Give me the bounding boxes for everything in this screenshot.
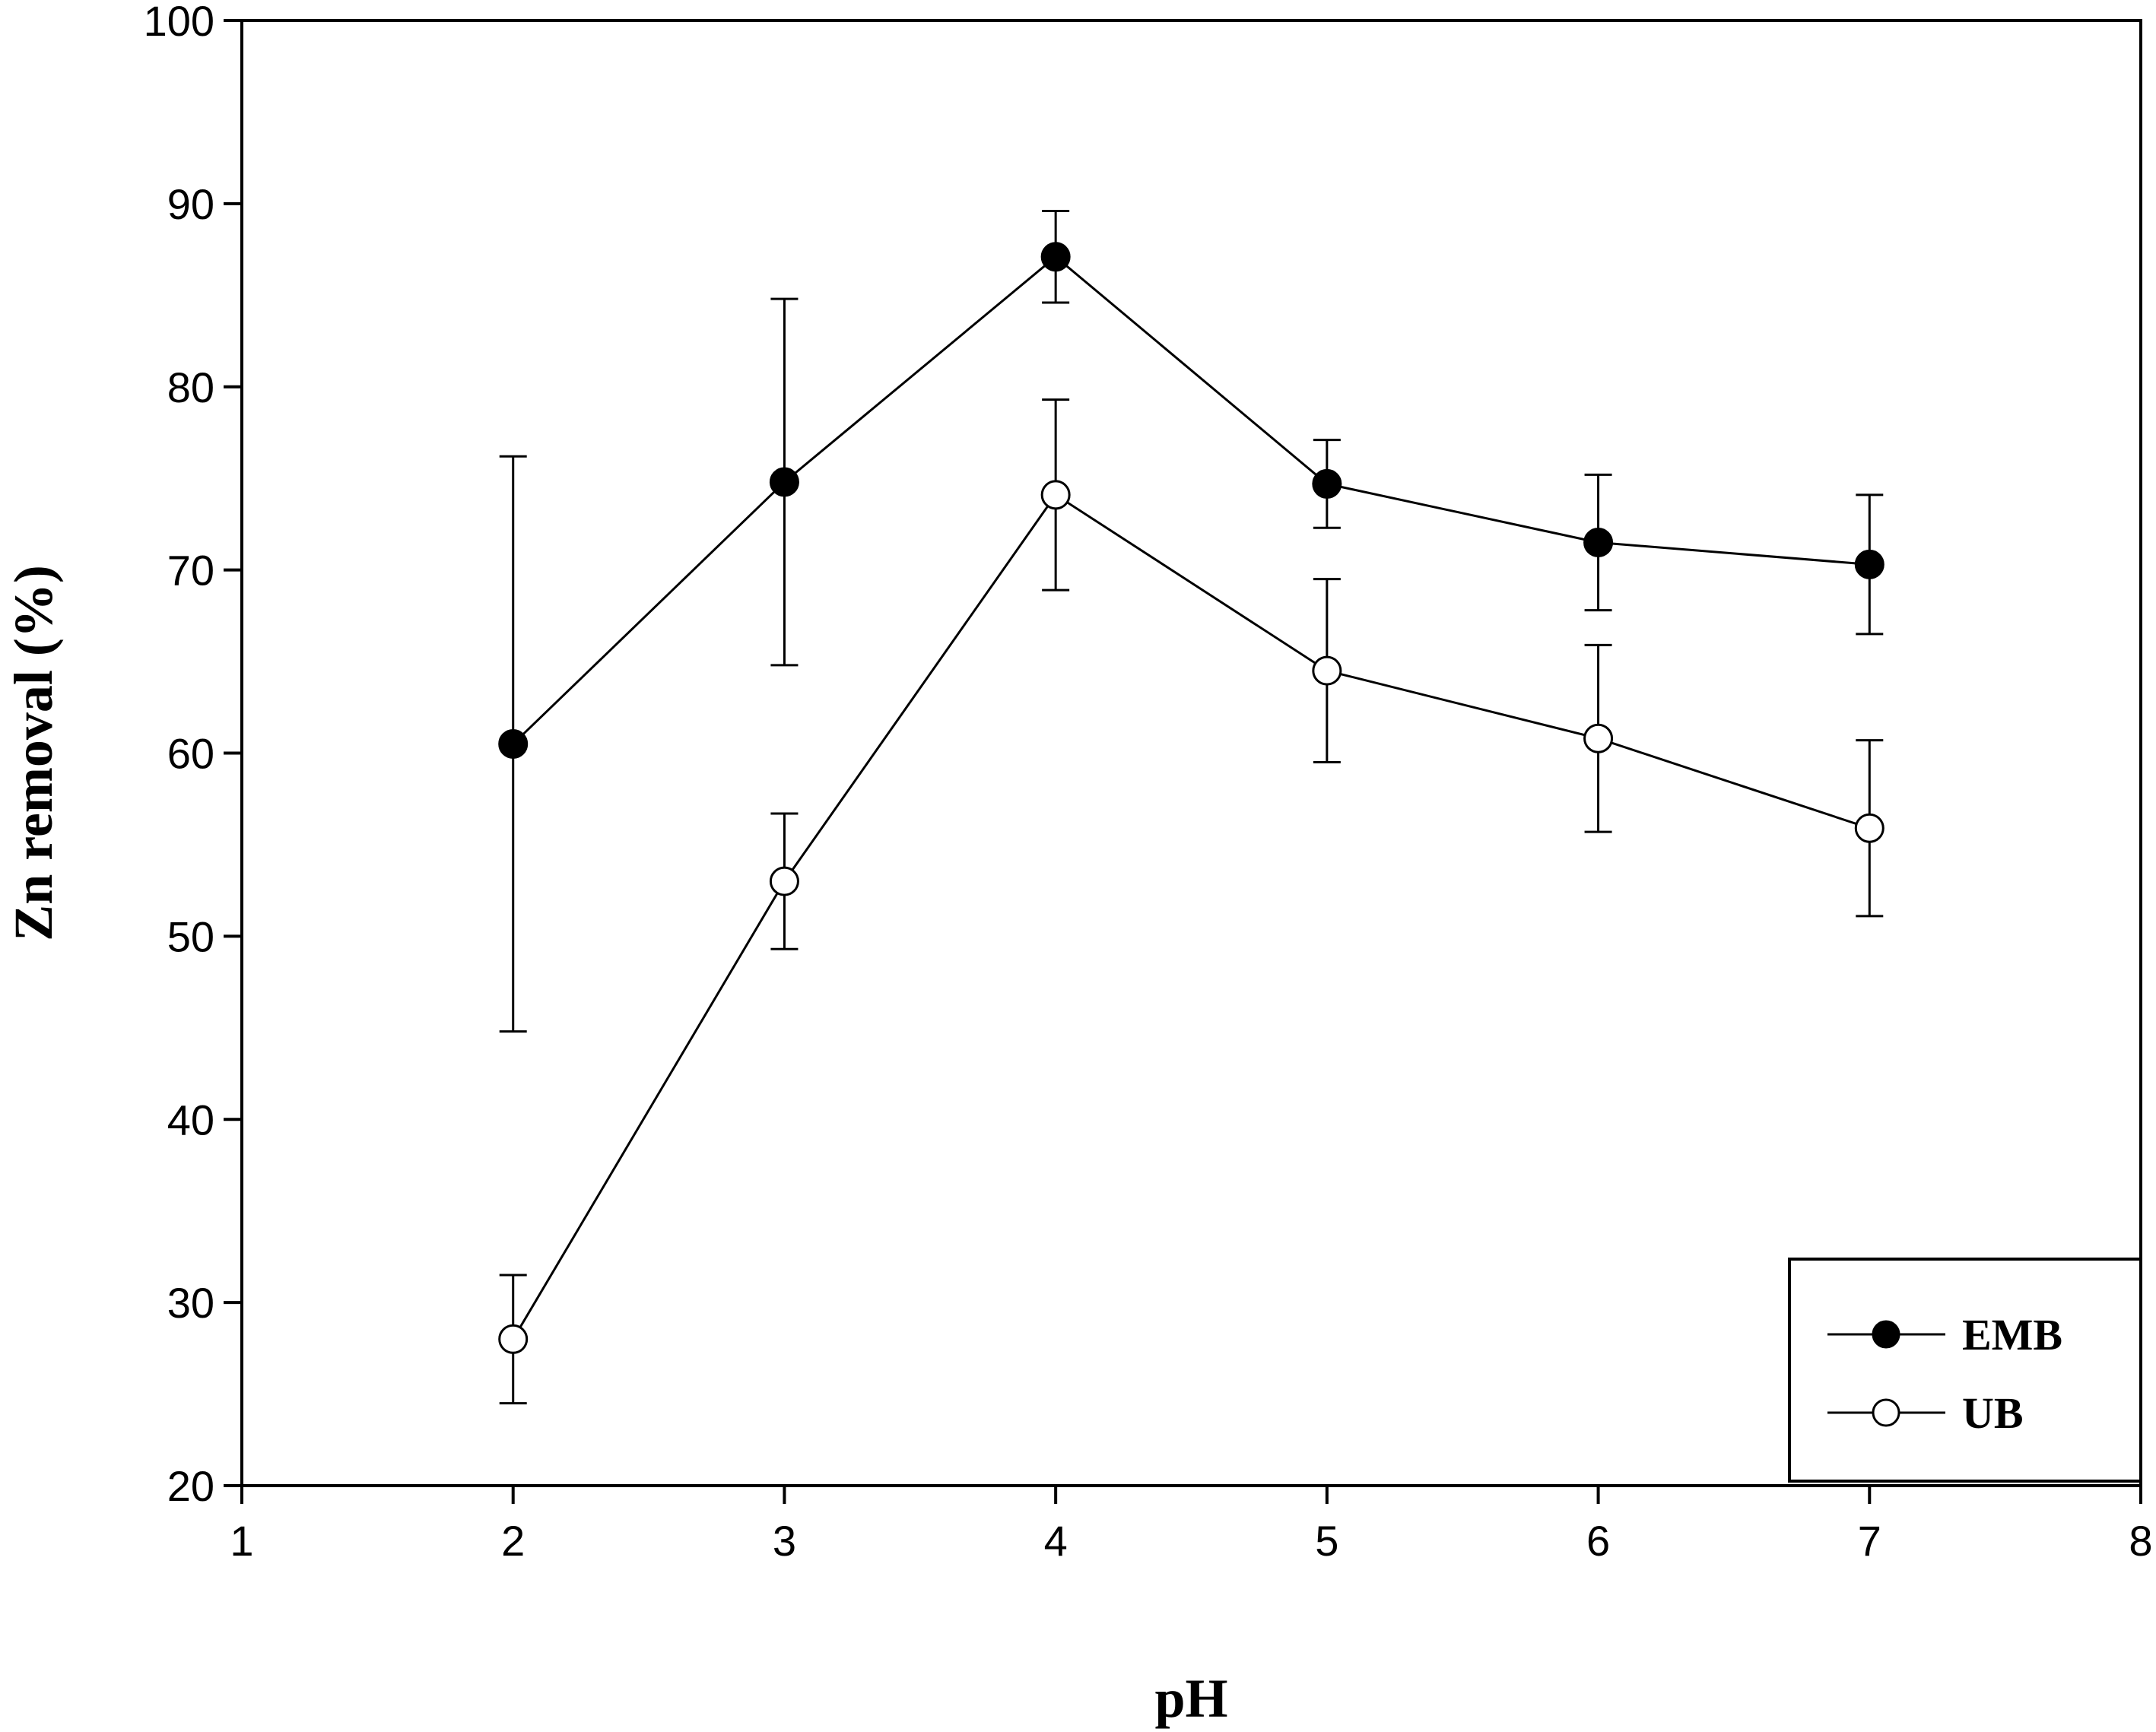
y-tick-label: 100	[144, 0, 214, 45]
legend: EMB UB	[1788, 1258, 2142, 1483]
x-tick-label: 5	[1315, 1517, 1338, 1565]
data-point	[498, 728, 529, 759]
data-point	[1583, 723, 1614, 753]
data-point	[1312, 655, 1342, 686]
y-tick-label: 80	[167, 363, 214, 411]
x-tick-label: 8	[2129, 1517, 2152, 1565]
legend-label-ub: UB	[1962, 1388, 2024, 1438]
legend-marker-ub	[1872, 1398, 1900, 1427]
series-line	[512, 493, 1870, 1340]
x-tick-label: 3	[773, 1517, 796, 1565]
data-point	[1040, 242, 1071, 272]
y-tick-label: 60	[167, 730, 214, 778]
data-point	[1583, 527, 1614, 557]
data-point	[1854, 813, 1885, 843]
x-tick-label: 2	[501, 1517, 525, 1565]
y-tick-label: 40	[167, 1096, 214, 1144]
data-point	[769, 866, 799, 896]
data-point	[769, 467, 799, 497]
series-emb	[498, 210, 1885, 1033]
series-ub	[498, 398, 1885, 1405]
x-tick-label: 6	[1586, 1517, 1610, 1565]
data-point	[1312, 468, 1342, 499]
y-tick-label: 50	[167, 912, 214, 960]
data-point	[1854, 549, 1885, 579]
x-tick-label: 4	[1044, 1517, 1068, 1565]
y-tick-label: 20	[167, 1462, 214, 1510]
x-tick-label: 1	[230, 1517, 253, 1565]
legend-box	[1788, 1258, 2142, 1483]
axis-ticks: 1 2 3 4 5 6 7 8 20 30 40 50 60 70 80 90 100	[144, 0, 2153, 1565]
y-tick-label: 30	[167, 1279, 214, 1327]
x-tick-label: 7	[1858, 1517, 1881, 1565]
y-tick-label: 90	[167, 180, 214, 228]
data-point	[1040, 480, 1071, 510]
data-point	[498, 1324, 529, 1354]
legend-label-emb: EMB	[1962, 1310, 2062, 1359]
series-line	[512, 255, 1870, 745]
legend-marker-emb	[1872, 1320, 1900, 1349]
x-axis-title: pH	[1154, 1668, 1227, 1729]
y-axis-title: Zn removal (%)	[3, 565, 64, 941]
data-series	[498, 210, 1885, 1405]
y-tick-label: 70	[167, 547, 214, 595]
